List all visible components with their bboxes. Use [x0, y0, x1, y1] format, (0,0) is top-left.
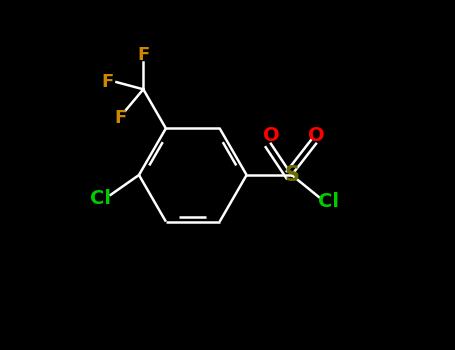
Text: F: F: [101, 73, 114, 91]
Text: S: S: [284, 165, 299, 185]
Text: F: F: [137, 46, 149, 64]
Text: O: O: [263, 126, 279, 145]
Text: Cl: Cl: [90, 189, 111, 208]
Text: Cl: Cl: [318, 191, 339, 211]
Text: F: F: [114, 109, 126, 127]
Text: O: O: [308, 126, 324, 145]
